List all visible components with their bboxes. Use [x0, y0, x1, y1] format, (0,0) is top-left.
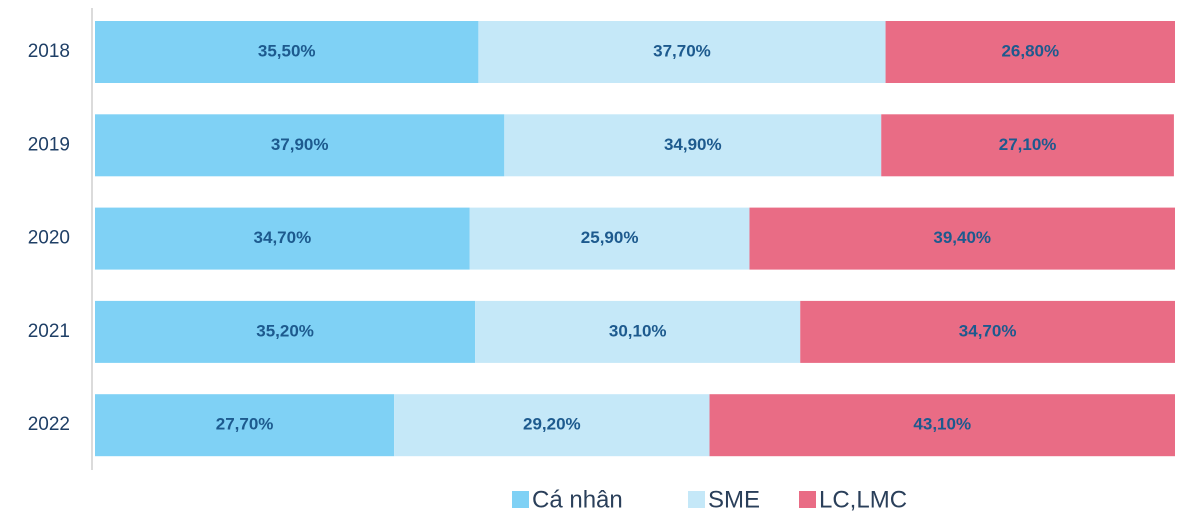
value-label: 37,70% — [653, 41, 711, 60]
legend-swatch — [688, 491, 705, 508]
y-tick-label: 2021 — [28, 321, 70, 342]
legend-label: Cá nhân — [532, 486, 623, 513]
bar-segment — [95, 300, 476, 363]
legend-swatch — [512, 491, 529, 508]
legend-swatch — [799, 491, 816, 508]
bar-segment — [95, 114, 505, 177]
bar-segment — [749, 207, 1175, 270]
bar-segment — [885, 21, 1175, 83]
bar-segment — [394, 394, 710, 457]
bar-segment — [478, 21, 886, 83]
value-label: 27,70% — [216, 415, 274, 434]
y-tick-label: 2020 — [28, 228, 70, 249]
value-label: 43,10% — [913, 415, 971, 434]
bar-segment — [95, 394, 395, 457]
legend-label: LC,LMC — [819, 486, 907, 513]
value-label: 34,90% — [664, 135, 722, 154]
bar-segment — [475, 300, 801, 363]
value-label: 37,90% — [271, 135, 329, 154]
value-label: 30,10% — [609, 321, 667, 340]
bar-segment — [95, 21, 479, 83]
y-tick-label: 2018 — [28, 41, 70, 62]
bar-segment — [800, 300, 1175, 363]
value-label: 34,70% — [254, 228, 312, 247]
bar-segment — [469, 207, 750, 270]
bar-segment — [709, 394, 1175, 457]
y-tick-label: 2022 — [28, 414, 70, 435]
y-tick-label: 2019 — [28, 134, 70, 155]
legend-label: SME — [708, 486, 760, 513]
value-label: 39,40% — [933, 228, 991, 247]
value-label: 26,80% — [1001, 41, 1059, 60]
value-label: 25,90% — [581, 228, 639, 247]
value-label: 35,20% — [256, 321, 314, 340]
bar-segment — [504, 114, 882, 177]
value-label: 29,20% — [523, 415, 581, 434]
bar-segment — [881, 114, 1174, 177]
value-label: 27,10% — [999, 135, 1057, 154]
bar-segment — [95, 207, 470, 270]
value-label: 34,70% — [959, 321, 1017, 340]
value-label: 35,50% — [258, 41, 316, 60]
